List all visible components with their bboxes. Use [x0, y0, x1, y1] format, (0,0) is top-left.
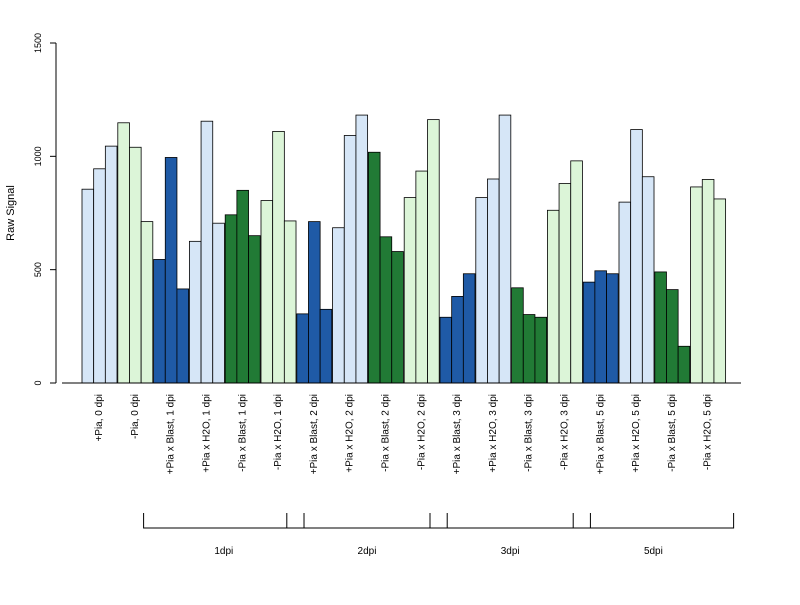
- bar: [260, 200, 274, 384]
- y-tick-label: 0: [33, 380, 43, 385]
- x-tick-label: -Pia x Blast, 5 dpi: [667, 394, 678, 472]
- bar: [403, 197, 417, 384]
- bar: [654, 271, 667, 384]
- bar: [188, 240, 202, 384]
- bar: [606, 273, 619, 384]
- bar: [248, 235, 261, 384]
- y-tick-label: 500: [33, 262, 43, 277]
- bar: [117, 122, 130, 384]
- bar: [296, 313, 309, 384]
- group-label: 2dpi: [358, 546, 377, 557]
- x-tick-label: -Pia x H2O, 5 dpi: [703, 394, 714, 470]
- bar: [415, 170, 428, 384]
- x-tick-labels: +Pia, 0 dpi -Pia, 0 dpi +Pia x Blast, 1 dp…: [94, 394, 714, 474]
- group-bracket: [286, 513, 448, 529]
- bar: [212, 222, 225, 384]
- bar: [701, 179, 715, 384]
- bar: [618, 201, 632, 384]
- x-tick-label: +Pia x H2O, 2 dpi: [345, 394, 356, 473]
- x-tick-label: +Pia, 0 dpi: [94, 394, 105, 442]
- bar: [487, 178, 500, 384]
- x-tick-label: +Pia x Blast, 1 dpi: [166, 394, 177, 474]
- y-axis: 0 500 1000 1500: [33, 33, 57, 386]
- bar: [475, 197, 488, 384]
- bar: [677, 345, 691, 384]
- group-bracket: [143, 513, 305, 529]
- group-bracket: [429, 513, 591, 529]
- x-tick-label: +Pia x Blast, 3 dpi: [452, 394, 463, 474]
- bar: [176, 288, 190, 384]
- bar: [355, 114, 369, 384]
- y-tick-label: 1500: [33, 33, 43, 53]
- x-tick-label: -Pia x H2O, 2 dpi: [416, 394, 427, 470]
- bar: [439, 316, 453, 384]
- bar: [140, 221, 154, 384]
- bar: [236, 189, 249, 384]
- x-tick-label: -Pia x Blast, 2 dpi: [381, 394, 392, 472]
- bar: [641, 176, 655, 384]
- bar: [367, 151, 381, 384]
- bar: [558, 183, 572, 384]
- x-tick-label: -Pia x Blast, 1 dpi: [237, 394, 248, 472]
- bar: [93, 168, 106, 384]
- bar: [129, 146, 142, 384]
- bar: [379, 236, 393, 384]
- bar: [713, 198, 727, 384]
- bar: [319, 308, 333, 384]
- x-tick-label: +Pia x Blast, 5 dpi: [595, 394, 606, 474]
- bar: [224, 214, 238, 384]
- x-tick-label: -Pia, 0 dpi: [130, 394, 141, 439]
- bar: [498, 114, 512, 384]
- bars: [81, 114, 727, 384]
- x-tick-label: -Pia x Blast, 3 dpi: [524, 394, 535, 472]
- bar: [582, 281, 596, 384]
- bar: [272, 130, 285, 384]
- x-tick-label: -Pia x H2O, 3 dpi: [560, 394, 571, 470]
- x-tick-label: +Pia x H2O, 3 dpi: [488, 394, 499, 473]
- bar: [200, 120, 214, 384]
- bar: [511, 287, 524, 384]
- y-tick-label: 1000: [33, 146, 43, 166]
- group-brackets: 1dpi 2dpi 3dpi 5dpi: [143, 513, 735, 557]
- bar: [547, 209, 560, 384]
- x-tick-label: +Pia x H2O, 5 dpi: [631, 394, 642, 473]
- bar: [522, 314, 536, 384]
- bar: [666, 289, 679, 384]
- group-label: 5dpi: [644, 546, 663, 557]
- group-bracket: [572, 513, 735, 529]
- bar: [451, 296, 464, 384]
- bar: [104, 145, 118, 384]
- bar: [690, 186, 703, 384]
- bar: [308, 221, 321, 384]
- bar: [283, 220, 297, 384]
- x-tick-label: +Pia x H2O, 1 dpi: [202, 394, 213, 473]
- bar: [81, 188, 95, 384]
- bar: [534, 316, 548, 384]
- bar: [343, 135, 357, 384]
- bar: [332, 227, 345, 384]
- bar: [594, 270, 607, 384]
- bar: [391, 251, 404, 384]
- bar: [427, 119, 440, 384]
- x-tick-label: -Pia x H2O, 1 dpi: [273, 394, 284, 470]
- bar: [462, 273, 476, 384]
- y-axis-label: Raw Signal: [5, 185, 17, 241]
- bar: [570, 160, 583, 384]
- group-label: 3dpi: [501, 546, 520, 557]
- bar: [164, 157, 178, 384]
- bar: [630, 129, 643, 384]
- x-tick-label: +Pia x Blast, 2 dpi: [309, 394, 320, 474]
- bar: [153, 259, 166, 384]
- group-label: 1dpi: [214, 546, 233, 557]
